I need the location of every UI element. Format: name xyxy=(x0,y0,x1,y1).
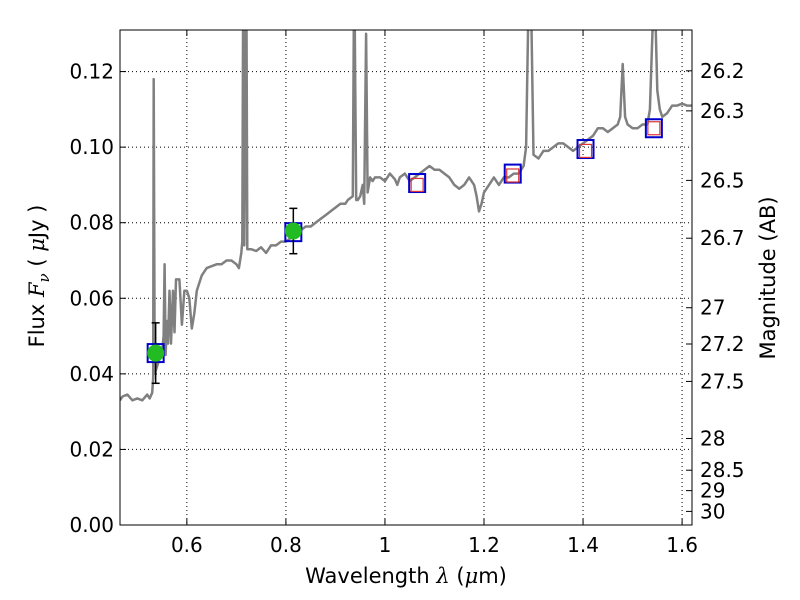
x-axis-title-prefix: Wavelength xyxy=(305,564,430,588)
y-axis-title-prefix: Flux xyxy=(25,304,49,348)
spectrum-line xyxy=(120,30,692,402)
y-axis-F: F xyxy=(25,281,49,298)
x-axis-lambda: λ xyxy=(435,564,449,588)
x-tick-label: 0.6 xyxy=(171,533,203,557)
mag-tick-label: 26.3 xyxy=(700,99,745,123)
x-axis-title: Wavelength λ (μm) xyxy=(305,564,507,588)
synthetic-photometry-square xyxy=(578,143,593,159)
ticks: 0.6 0.8 1 1.2 1.4 1.6 0.00 0.02 0.04 0.06 0.08 0.10… xyxy=(69,30,745,557)
photometry-markers xyxy=(146,118,663,385)
mag-tick-label: 27.2 xyxy=(700,332,745,356)
mag-tick-label: 27.5 xyxy=(700,369,745,393)
x-tick-label: 1.6 xyxy=(666,533,698,557)
model-photometry-square xyxy=(503,163,522,184)
y-tick-label: 0.06 xyxy=(69,286,114,310)
model-photometry-square xyxy=(576,139,595,160)
mag-tick-label: 26.7 xyxy=(700,226,745,250)
x-tick-label: 1.2 xyxy=(468,533,500,557)
y-tick-label: 0.00 xyxy=(69,513,114,537)
y-tick-label: 0.10 xyxy=(69,135,114,159)
spectrum-layer xyxy=(120,30,692,402)
y-tick-label: 0.08 xyxy=(69,211,114,235)
mag-tick-label: 27 xyxy=(700,296,725,320)
synthetic-photometry-square xyxy=(506,168,520,183)
observed-flux-dot xyxy=(147,344,165,362)
y-axis-unit-rest: Jy ) xyxy=(25,205,49,241)
mag-tick-label: 26.2 xyxy=(700,59,745,83)
mag-tick-label: 28.5 xyxy=(700,458,745,482)
x-axis-unit-rest: m) xyxy=(478,564,507,588)
y-axis-title: Flux Fν ( μJy ) xyxy=(25,205,53,348)
y-axis-mu: μ xyxy=(25,238,49,252)
mag-tick-label: 30 xyxy=(700,499,725,523)
model-photometry-square xyxy=(644,118,663,139)
y-axis-units-open: ( xyxy=(25,252,49,274)
observed-flux-dot xyxy=(284,222,302,240)
mag-tick-label: 28 xyxy=(700,426,725,450)
y-tick-label: 0.12 xyxy=(69,60,114,84)
y2-axis-title: Magnitude (AB) xyxy=(756,196,780,359)
y-tick-label: 0.04 xyxy=(69,362,114,386)
mag-tick-label: 26.5 xyxy=(700,168,745,192)
synthetic-photometry-square xyxy=(647,121,661,136)
x-axis-mu: μ xyxy=(465,564,479,588)
x-tick-label: 0.8 xyxy=(270,533,302,557)
x-tick-label: 1.4 xyxy=(567,533,599,557)
model-photometry-square xyxy=(408,173,427,194)
plot-frame xyxy=(119,29,693,526)
y-axis-nu: ν xyxy=(35,273,53,282)
y-tick-label: 0.02 xyxy=(69,437,114,461)
mag-tick-label: 29 xyxy=(700,479,725,503)
grid-lines xyxy=(120,30,692,526)
x-tick-label: 1 xyxy=(379,533,392,557)
synthetic-photometry-square xyxy=(410,177,424,193)
x-axis-units-open: ( xyxy=(450,564,465,588)
